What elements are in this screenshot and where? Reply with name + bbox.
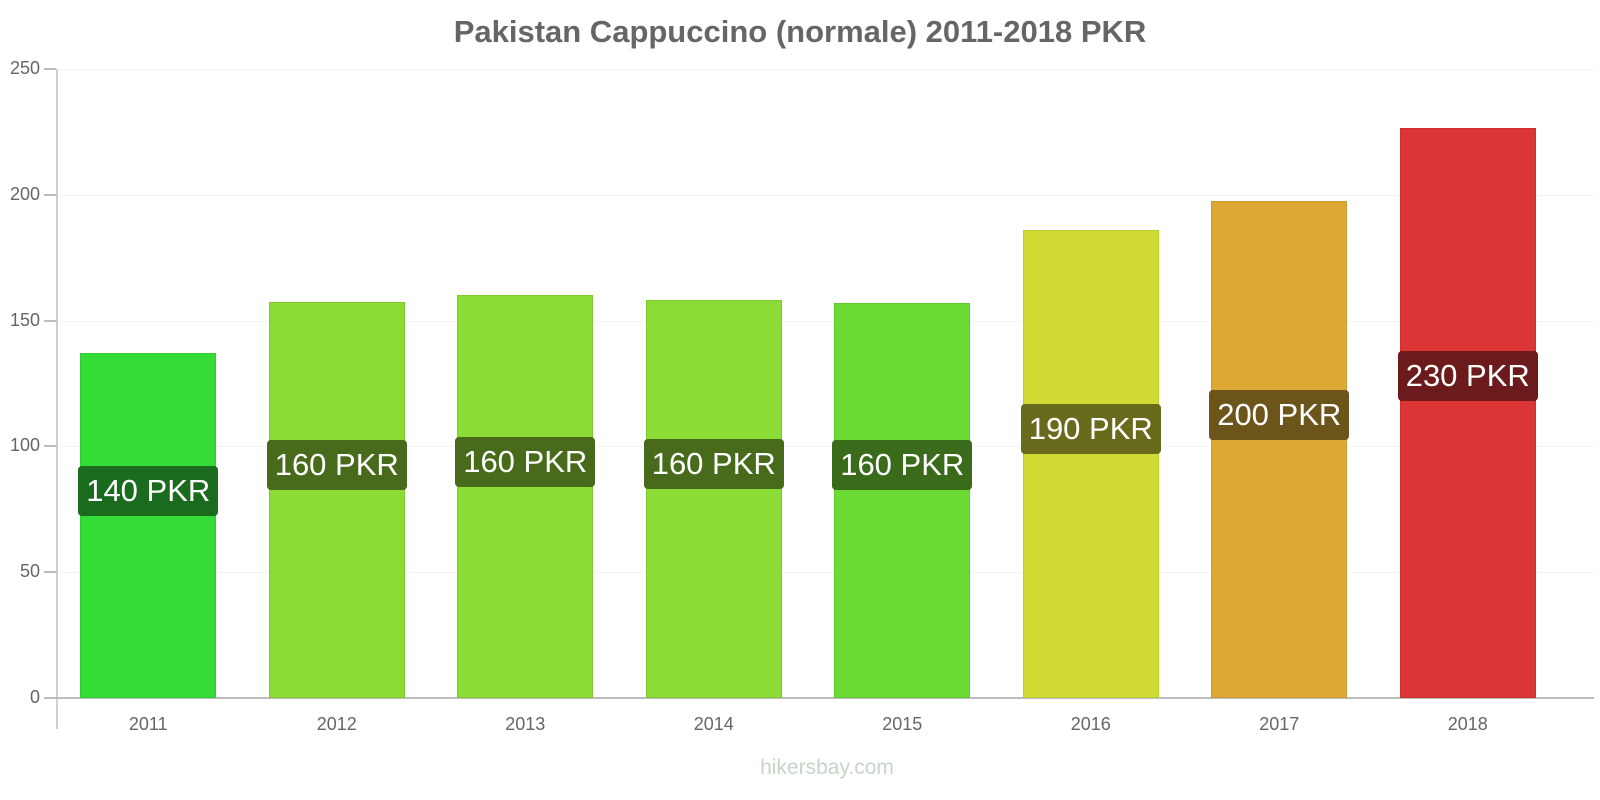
x-tick-label: 2017 — [1259, 714, 1300, 734]
y-tick-mark — [44, 445, 56, 448]
y-axis-line — [56, 69, 58, 729]
y-tick-mark — [44, 68, 56, 70]
bar-value-label: 160 PKR — [455, 436, 596, 487]
bar-value-label: 160 PKR — [832, 440, 973, 491]
y-tick-label: 0 — [29, 687, 40, 707]
bar-2014[interactable] — [645, 300, 782, 698]
y-tick-label: 100 — [9, 435, 40, 456]
gridline — [56, 572, 1594, 574]
x-tick-label: 2014 — [693, 714, 734, 734]
y-tick-label: 250 — [9, 58, 40, 78]
bar-2012[interactable] — [268, 301, 405, 698]
gridline — [56, 446, 1594, 448]
x-tick-label: 2012 — [316, 714, 357, 734]
bar-value-label: 140 PKR — [78, 465, 219, 516]
plot-area — [56, 69, 1594, 698]
watermark: hikersbay.com — [760, 756, 894, 779]
x-tick-label: 2018 — [1447, 714, 1488, 734]
gridline — [56, 194, 1594, 196]
bar-2011[interactable] — [80, 353, 217, 698]
bar-2015[interactable] — [834, 302, 971, 698]
x-tick-label: 2015 — [882, 714, 923, 734]
bar-value-label: 230 PKR — [1397, 351, 1538, 402]
x-tick-label: 2013 — [505, 714, 546, 734]
bar-2017[interactable] — [1211, 201, 1348, 698]
y-tick-mark — [44, 697, 56, 699]
bar-2016[interactable] — [1022, 230, 1159, 698]
y-tick-mark — [44, 571, 56, 574]
bar-value-label: 160 PKR — [643, 439, 784, 490]
bar-2013[interactable] — [457, 295, 594, 698]
bar-2018[interactable] — [1399, 128, 1536, 698]
bar-value-label: 190 PKR — [1020, 404, 1161, 454]
gridline — [56, 69, 1594, 70]
x-axis-line — [56, 697, 1594, 699]
chart-title: Pakistan Cappuccino (normale) 2011-2018 … — [453, 14, 1147, 49]
bar-value-label: 200 PKR — [1209, 389, 1350, 440]
y-tick-mark — [44, 193, 56, 196]
x-tick-label: 2016 — [1070, 714, 1111, 734]
bar-value-label: 160 PKR — [266, 439, 407, 490]
y-tick-label: 150 — [9, 309, 40, 330]
y-tick-label: 50 — [19, 561, 40, 582]
gridline — [56, 320, 1594, 322]
y-tick-mark — [44, 319, 56, 322]
x-tick-label: 2011 — [128, 714, 168, 734]
y-tick-label: 200 — [9, 183, 40, 204]
